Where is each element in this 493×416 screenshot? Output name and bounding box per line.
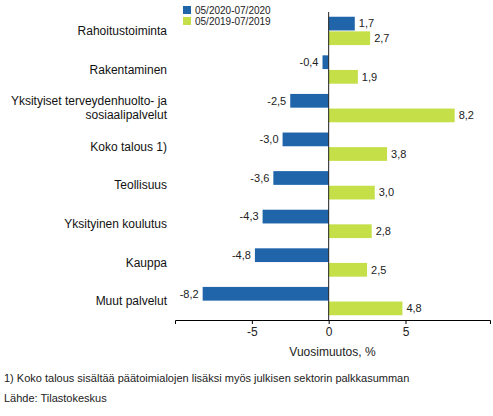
data-label: -3,0 <box>260 133 279 145</box>
data-label: 4,8 <box>406 302 421 314</box>
tick: 0 <box>326 320 333 339</box>
data-label: -0,4 <box>300 56 319 68</box>
bar <box>329 109 455 123</box>
data-label: 1,9 <box>362 71 377 83</box>
data-labels: 1,7 -0,4 -2,5 -3,0 -3,6 -4,3 -4,8 -8,2 2,7 1,9 8,2… <box>180 17 474 314</box>
bar <box>329 302 403 316</box>
legend: 05/2020-07/202005/2019-07/2019 <box>183 5 271 27</box>
bar <box>273 171 328 185</box>
tick-mark <box>405 320 406 324</box>
legend-label: 05/2019-07/2019 <box>195 16 271 27</box>
bar <box>329 147 387 161</box>
legend-swatch <box>183 17 191 25</box>
data-label: 8,2 <box>459 109 474 121</box>
bar <box>329 263 367 277</box>
zero-line <box>328 12 329 320</box>
legend-item: 05/2019-07/2019 <box>183 16 271 27</box>
data-label: -4,3 <box>240 210 259 222</box>
bar <box>329 31 370 45</box>
plot: 1,7 -0,4 -2,5 -3,0 -3,6 -4,3 -4,8 -8,2 2,7 1,9 8,2… <box>176 12 491 339</box>
bar <box>329 186 375 200</box>
category-label: Koko talous 1) <box>90 140 167 154</box>
note: Lähde: Tilastokeskus <box>4 392 107 404</box>
data-label: 2,7 <box>374 32 389 44</box>
bar <box>329 17 355 31</box>
category-label: Rakentaminen <box>90 63 167 77</box>
data-label: -4,8 <box>232 249 251 261</box>
data-label: 1,7 <box>359 17 374 29</box>
data-label: 2,5 <box>371 264 386 276</box>
bar <box>323 55 329 69</box>
legend-swatch <box>183 6 191 14</box>
bar <box>283 133 329 147</box>
data-label: 3,8 <box>391 148 406 160</box>
bar <box>290 94 328 108</box>
tick-mark <box>329 320 330 324</box>
tick: -5 <box>247 320 258 339</box>
category-label: Yksityinen koulutus <box>64 217 167 231</box>
tick: 5 <box>403 320 410 339</box>
category-label: Kauppa <box>126 256 168 270</box>
axis-line <box>176 321 491 325</box>
bar <box>263 210 329 224</box>
category-label: Teollisuus <box>114 178 167 192</box>
tick-mark <box>252 320 253 324</box>
data-label: -3,6 <box>250 172 269 184</box>
bar <box>255 248 329 262</box>
bar <box>203 287 329 301</box>
category-label: Yksityiset terveydenhuolto- jasosiaalipa… <box>11 94 168 122</box>
tick-label: 0 <box>326 325 333 339</box>
legend-label: 05/2020-07/2020 <box>195 5 271 16</box>
note: 1) Koko talous sisältää päätoimialojen l… <box>4 372 409 384</box>
data-label: 2,8 <box>376 225 391 237</box>
data-label: 3,0 <box>379 186 394 198</box>
data-label: -8,2 <box>180 288 199 300</box>
category-label: Rahoitustoiminta <box>78 24 168 38</box>
category-labels: Rahoitustoiminta Rakentaminen Yksityiset t… <box>11 24 168 308</box>
category-label: Muut palvelut <box>96 294 168 308</box>
axis-title: Vuosimuutos, % <box>289 345 376 359</box>
bar <box>329 70 358 84</box>
x-axis: -5 0 5 <box>176 320 491 339</box>
tick-label: 5 <box>403 325 410 339</box>
legend-item: 05/2020-07/2020 <box>183 5 271 16</box>
chart: 1,7 -0,4 -2,5 -3,0 -3,6 -4,3 -4,8 -8,2 2,7 1,9 8,2… <box>0 0 493 416</box>
tick-label: -5 <box>247 325 258 339</box>
data-label: -2,5 <box>267 95 286 107</box>
bar <box>329 224 372 238</box>
